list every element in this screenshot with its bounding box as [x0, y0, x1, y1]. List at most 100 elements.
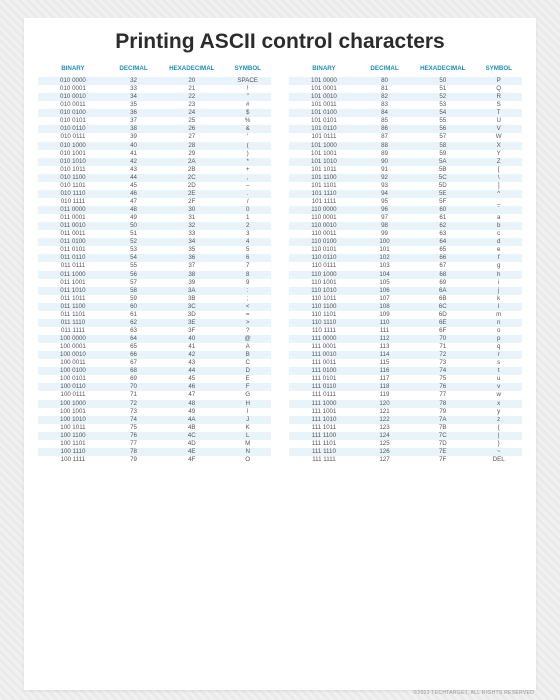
- table-row: 011 1101613D=: [38, 311, 271, 319]
- table-row: 110 00109862b: [289, 222, 522, 230]
- table-row: 111 011011876v: [289, 383, 522, 391]
- cell: 100 1100: [38, 432, 108, 440]
- cell: 89: [359, 150, 410, 158]
- table-row: 101 10008858X: [289, 142, 522, 150]
- cell: 92: [359, 174, 410, 182]
- cell: 101 0001: [289, 85, 359, 93]
- cell: 65: [108, 343, 159, 351]
- cell: 117: [359, 375, 410, 383]
- table-row: 101 1111955F_: [289, 198, 522, 206]
- table-row: 110 100110569i: [289, 279, 522, 287]
- cell: 010 0110: [38, 125, 108, 133]
- cell: 43: [159, 359, 224, 367]
- cell: b: [475, 222, 522, 230]
- cell: 32: [108, 77, 159, 85]
- cell: 40: [108, 142, 159, 150]
- cell: Y: [475, 150, 522, 158]
- table-row: 010 1110462E.: [38, 190, 271, 198]
- ascii-table-right: BINARYDECIMALHEXADECIMALSYMBOL 101 00008…: [289, 62, 522, 464]
- cell: 101 1011: [289, 166, 359, 174]
- table-row: 010 1100442C,: [38, 174, 271, 182]
- cell: 110 0101: [289, 246, 359, 254]
- cell: 5A: [410, 158, 475, 166]
- cell: 011 0010: [38, 222, 108, 230]
- table-row: 111 10101227Az: [289, 416, 522, 424]
- cell: 101 0011: [289, 101, 359, 109]
- cell: 78: [108, 448, 159, 456]
- cell: H: [224, 400, 271, 408]
- cell: 48: [108, 206, 159, 214]
- cell: 61: [410, 214, 475, 222]
- cell: *: [224, 158, 271, 166]
- cell: 59: [108, 295, 159, 303]
- table-row: 101 01018555U: [289, 117, 522, 125]
- cell: 2A: [159, 158, 224, 166]
- cell: 010 0001: [38, 85, 108, 93]
- cell: 79: [108, 456, 159, 464]
- cell: m: [475, 311, 522, 319]
- cell: 100 0111: [38, 391, 108, 399]
- cell: 6B: [410, 295, 475, 303]
- cell: 011 1011: [38, 295, 108, 303]
- cell: E: [224, 375, 271, 383]
- cell: 011 1110: [38, 319, 108, 327]
- cell: ,: [224, 174, 271, 182]
- cell: 011 1000: [38, 271, 108, 279]
- cell: 38: [159, 271, 224, 279]
- cell: a: [475, 214, 522, 222]
- cell: 64: [108, 335, 159, 343]
- table-row: 011 000048300: [38, 206, 271, 214]
- table-row: 101 00008050P: [289, 77, 522, 85]
- table-row: 101 01118757W: [289, 133, 522, 141]
- table-row: 111 11011257D}: [289, 440, 522, 448]
- cell: 54: [410, 109, 475, 117]
- cell: 101 1100: [289, 174, 359, 182]
- cell: 102: [359, 254, 410, 262]
- cell: p: [475, 335, 522, 343]
- cell: 101 1000: [289, 142, 359, 150]
- table-row: 111 11001247C|: [289, 432, 522, 440]
- cell: 50: [108, 222, 159, 230]
- cell: 101 0111: [289, 133, 359, 141]
- cell: 115: [359, 359, 410, 367]
- cell: 011 0000: [38, 206, 108, 214]
- table-row: 011 001151333: [38, 230, 271, 238]
- cell: 6: [224, 254, 271, 262]
- cell: 36: [108, 109, 159, 117]
- cell: 110 0001: [289, 214, 359, 222]
- cell: 101: [359, 246, 410, 254]
- cell: 3B: [159, 295, 224, 303]
- cell: 113: [359, 343, 410, 351]
- cell: 110 1101: [289, 311, 359, 319]
- cell: 011 0101: [38, 246, 108, 254]
- cell: 71: [108, 391, 159, 399]
- cell: 40: [159, 335, 224, 343]
- table-row: 111 11101267E~: [289, 448, 522, 456]
- table-row: 111 10111237B{: [289, 424, 522, 432]
- cell: r: [475, 351, 522, 359]
- cell: 010 1001: [38, 150, 108, 158]
- cell: 35: [159, 246, 224, 254]
- table-row: 100 00106642B: [38, 351, 271, 359]
- table-row: 101 01008454T: [289, 109, 522, 117]
- cell: 6C: [410, 303, 475, 311]
- cell: D: [224, 367, 271, 375]
- table-row: 100 01117147G: [38, 391, 271, 399]
- cell: 74: [410, 367, 475, 375]
- cell: 39: [159, 279, 224, 287]
- col-header-hexadecimal: HEXADECIMAL: [159, 62, 224, 77]
- cell: i: [475, 279, 522, 287]
- cell: 103: [359, 262, 410, 270]
- cell: 77: [108, 440, 159, 448]
- table-row: 011 010153355: [38, 246, 271, 254]
- table-row: 110 011110367g: [289, 262, 522, 270]
- footer-credit: ©2022 TECHTARGET, ALL RIGHTS RESERVED: [414, 690, 534, 696]
- table-row: 110 11001086Cl: [289, 303, 522, 311]
- cell: \: [475, 174, 522, 182]
- right-column: BINARYDECIMALHEXADECIMALSYMBOL 101 00008…: [289, 62, 522, 464]
- cell: 118: [359, 383, 410, 391]
- cell: 4F: [159, 456, 224, 464]
- cell: 2D: [159, 182, 224, 190]
- cell: 2E: [159, 190, 224, 198]
- cell: d: [475, 238, 522, 246]
